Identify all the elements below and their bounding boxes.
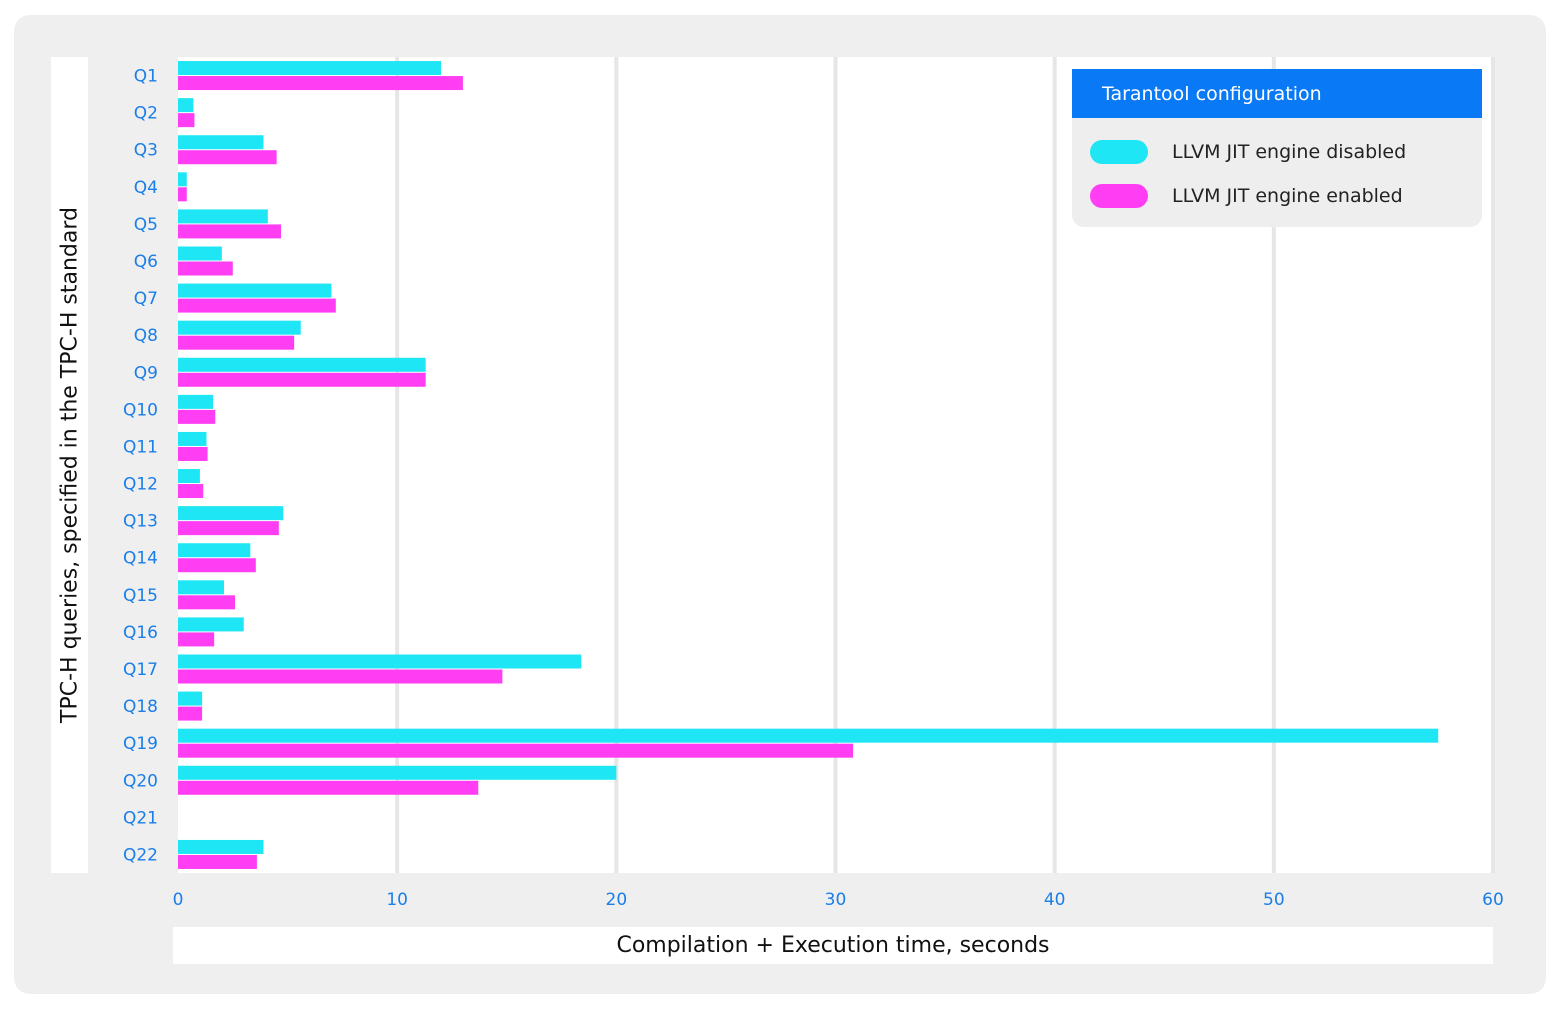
legend-label-jit-enabled: LLVM JIT engine enabled	[1172, 185, 1403, 207]
legend-item-jit-enabled: LLVM JIT engine enabled	[1090, 183, 1403, 209]
x-tick-label: 10	[386, 890, 408, 910]
bar-jit-disabled-q17	[178, 654, 582, 669]
bar-jit-disabled-q15	[178, 580, 225, 595]
bar-jit-enabled-q9	[178, 372, 426, 387]
bar-jit-enabled-q6	[178, 261, 233, 276]
bar-jit-disabled-q11	[178, 431, 207, 446]
y-tick-label: Q15	[123, 586, 158, 606]
bar-jit-enabled-q13	[178, 521, 279, 536]
bar-jit-disabled-q12	[178, 469, 200, 484]
bar-jit-disabled-q3	[178, 135, 264, 150]
bar-jit-enabled-q10	[178, 409, 216, 424]
bar-jit-disabled-q5	[178, 209, 268, 224]
y-tick-label: Q21	[123, 808, 158, 828]
bar-jit-enabled-q2	[178, 113, 195, 128]
y-tick-label: Q20	[123, 771, 158, 791]
bar-jit-disabled-q19	[178, 728, 1439, 743]
legend: Tarantool configuration LLVM JIT engine …	[1072, 69, 1482, 227]
bar-jit-enabled-q1	[178, 76, 463, 91]
bar-jit-disabled-q4	[178, 172, 187, 187]
bar-jit-disabled-q1	[178, 61, 441, 76]
y-tick-label: Q1	[134, 67, 158, 87]
y-tick-label: Q18	[123, 697, 158, 717]
bar-jit-disabled-q14	[178, 543, 251, 558]
y-tick-label: Q22	[123, 845, 158, 865]
bar-jit-enabled-q11	[178, 446, 208, 461]
legend-title: Tarantool configuration	[1072, 69, 1482, 118]
bar-jit-disabled-q16	[178, 617, 244, 632]
bar-jit-enabled-q16	[178, 632, 215, 647]
legend-label-jit-disabled: LLVM JIT engine disabled	[1172, 141, 1407, 163]
y-tick-label: Q6	[134, 252, 158, 272]
y-tick-label: Q11	[123, 437, 158, 457]
y-tick-label: Q2	[134, 104, 158, 124]
legend-swatch-jit-disabled	[1090, 140, 1148, 164]
y-tick-label: Q14	[123, 549, 158, 569]
y-tick-label: Q4	[134, 178, 158, 198]
y-tick-label: Q3	[134, 141, 158, 161]
y-axis-label-box	[51, 57, 88, 873]
bar-jit-disabled-q6	[178, 246, 222, 261]
bar-jit-enabled-q22	[178, 854, 257, 869]
bar-jit-disabled-q10	[178, 394, 214, 409]
x-tick-label: 20	[606, 890, 628, 910]
bar-jit-disabled-q22	[178, 839, 264, 854]
bar-jit-enabled-q7	[178, 298, 336, 313]
bar-jit-enabled-q15	[178, 595, 235, 610]
x-tick-label: 50	[1263, 890, 1285, 910]
bar-jit-enabled-q5	[178, 224, 282, 239]
x-tick-label: 0	[173, 890, 184, 910]
bar-jit-disabled-q7	[178, 283, 332, 298]
bar-jit-disabled-q9	[178, 357, 426, 372]
bar-jit-enabled-q4	[178, 187, 187, 202]
y-tick-label: Q9	[134, 363, 158, 383]
y-tick-label: Q19	[123, 734, 158, 754]
x-axis-label: Compilation + Execution time, seconds	[616, 933, 1050, 958]
bar-jit-disabled-q2	[178, 98, 194, 113]
y-tick-label: Q10	[123, 400, 158, 420]
x-tick-label: 60	[1482, 890, 1504, 910]
y-tick-label: Q16	[123, 623, 158, 643]
bar-jit-enabled-q14	[178, 558, 256, 573]
legend-item-jit-disabled: LLVM JIT engine disabled	[1090, 139, 1406, 165]
y-tick-label: Q17	[123, 660, 158, 680]
bar-jit-enabled-q18	[178, 706, 203, 721]
bar-jit-enabled-q17	[178, 669, 503, 684]
bar-jit-enabled-q20	[178, 780, 479, 795]
y-tick-label: Q13	[123, 512, 158, 532]
bar-jit-enabled-q8	[178, 335, 295, 350]
bar-jit-disabled-q8	[178, 320, 301, 335]
bar-jit-enabled-q3	[178, 150, 277, 165]
x-tick-label: 30	[825, 890, 847, 910]
x-axis-label-box: Compilation + Execution time, seconds	[173, 927, 1493, 964]
bar-jit-disabled-q18	[178, 691, 203, 706]
x-tick-label: 40	[1044, 890, 1066, 910]
bar-jit-enabled-q19	[178, 743, 854, 758]
bar-jit-disabled-q13	[178, 506, 284, 521]
y-tick-label: Q7	[134, 289, 158, 309]
y-tick-label: Q8	[134, 326, 158, 346]
bar-jit-disabled-q20	[178, 765, 617, 780]
y-tick-label: Q12	[123, 475, 158, 495]
bar-jit-enabled-q12	[178, 484, 204, 499]
y-tick-label: Q5	[134, 215, 158, 235]
legend-swatch-jit-enabled	[1090, 184, 1148, 208]
